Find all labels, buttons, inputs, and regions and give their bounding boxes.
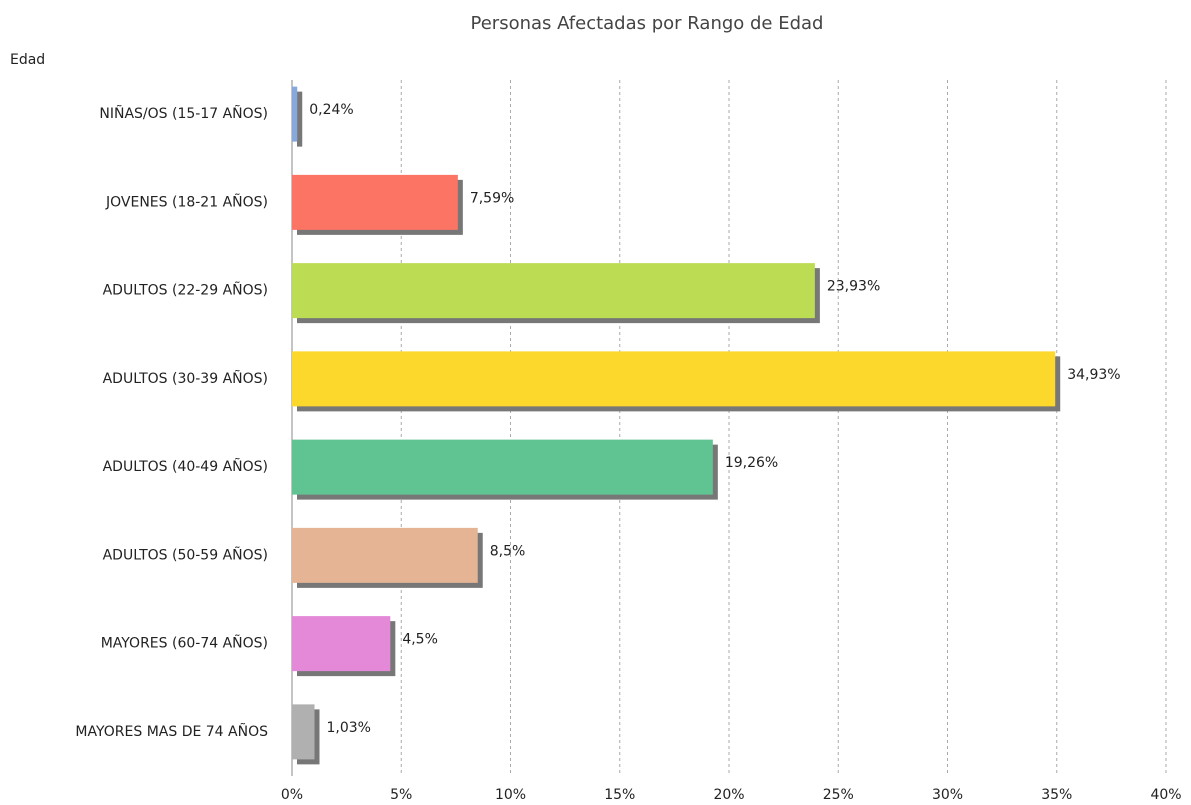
x-tick-label: 10% xyxy=(495,787,526,803)
x-tick-label: 30% xyxy=(932,787,963,803)
bar xyxy=(292,439,713,495)
bar xyxy=(292,616,391,672)
value-label: 4,5% xyxy=(402,632,438,648)
x-tick-label: 5% xyxy=(390,787,412,803)
bar xyxy=(292,263,815,319)
y-tick-label: MAYORES (60-74 AÑOS) xyxy=(101,635,268,652)
y-tick-label: JOVENES (18-21 AÑOS) xyxy=(105,193,268,210)
y-axis-label: Edad xyxy=(10,52,45,68)
x-tick-label: 25% xyxy=(823,787,854,803)
value-label: 23,93% xyxy=(827,279,880,295)
value-label: 34,93% xyxy=(1067,367,1120,383)
bar xyxy=(292,351,1056,407)
x-tick-label: 0% xyxy=(281,787,303,803)
y-tick-label: ADULTOS (30-39 AÑOS) xyxy=(103,370,268,387)
y-tick-label: ADULTOS (22-29 AÑOS) xyxy=(103,282,268,299)
x-tick-label: 20% xyxy=(713,787,744,803)
x-tick-label: 15% xyxy=(604,787,635,803)
value-label: 8,5% xyxy=(490,543,526,559)
chart-title: Personas Afectadas por Rango de Edad xyxy=(471,13,824,34)
bar xyxy=(292,704,315,760)
bar-shadow xyxy=(297,91,303,147)
value-label: 0,24% xyxy=(309,102,353,118)
value-label: 1,03% xyxy=(327,720,371,736)
y-tick-label: ADULTOS (50-59 AÑOS) xyxy=(103,546,268,563)
value-label: 19,26% xyxy=(725,455,778,471)
y-tick-label: ADULTOS (40-49 AÑOS) xyxy=(103,458,268,475)
bar xyxy=(292,527,478,583)
x-tick-label: 40% xyxy=(1150,787,1181,803)
x-tick-label: 35% xyxy=(1041,787,1072,803)
value-label: 7,59% xyxy=(470,190,514,206)
y-tick-label: NIÑAS/OS (15-17 AÑOS) xyxy=(99,105,268,122)
bar xyxy=(292,86,298,142)
bar xyxy=(292,174,458,230)
y-tick-label: MAYORES MAS DE 74 AÑOS xyxy=(75,723,268,740)
